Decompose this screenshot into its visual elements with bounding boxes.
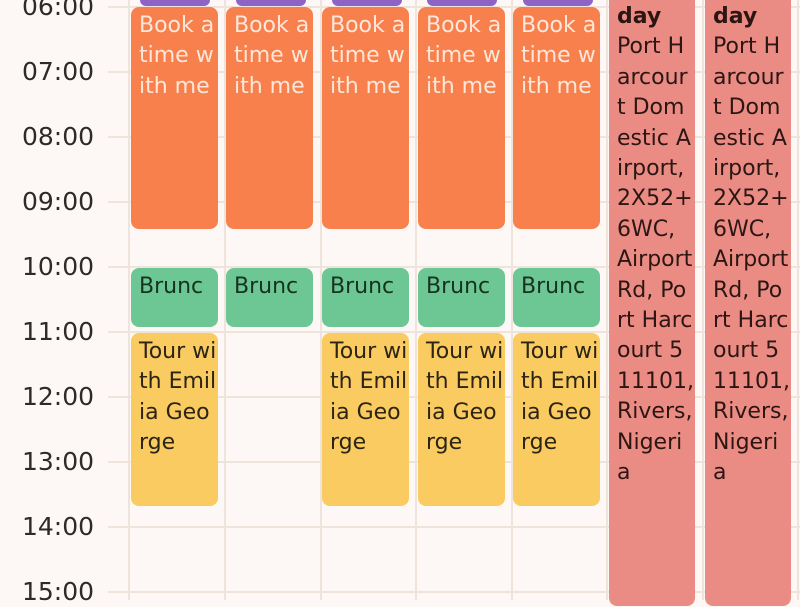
- day-column-divider: [128, 0, 130, 600]
- event-all-day-airport[interactable]: day Port Harcourt Domestic Airport, 2X52…: [705, 0, 791, 606]
- hour-gridline: [108, 331, 800, 333]
- time-label: 07:00: [21, 57, 94, 86]
- day-column-divider: [224, 0, 226, 600]
- event-all-day-airport[interactable]: day Port Harcourt Domestic Airport, 2X52…: [609, 0, 695, 606]
- time-label: 08:00: [21, 122, 94, 151]
- event-above-view[interactable]: [523, 0, 593, 6]
- day-column-divider: [320, 0, 322, 600]
- event-tour-emilia-george[interactable]: Tour with Emilia George: [513, 333, 600, 506]
- day-column-divider: [702, 0, 704, 600]
- event-tour-emilia-george[interactable]: Tour with Emilia George: [322, 333, 409, 506]
- event-book-a-time[interactable]: Book a time with me: [418, 7, 505, 229]
- time-label: 13:00: [21, 447, 94, 476]
- event-brunch[interactable]: Brunc: [418, 268, 505, 327]
- event-tour-emilia-george[interactable]: Tour with Emilia George: [418, 333, 505, 506]
- hour-gridline: [108, 591, 800, 593]
- event-above-view[interactable]: [140, 0, 210, 6]
- event-book-a-time[interactable]: Book a time with me: [131, 7, 218, 229]
- event-book-a-time[interactable]: Book a time with me: [513, 7, 600, 229]
- event-brunch[interactable]: Brunc: [322, 268, 409, 327]
- time-label: 09:00: [21, 187, 94, 216]
- time-label: 15:00: [21, 577, 94, 606]
- day-column-divider: [415, 0, 417, 600]
- time-label: 06:00: [21, 0, 94, 21]
- event-brunch[interactable]: Brunc: [513, 268, 600, 327]
- time-label: 12:00: [21, 382, 94, 411]
- event-above-view[interactable]: [332, 0, 402, 6]
- day-column-divider: [797, 0, 799, 600]
- day-column-divider: [511, 0, 513, 600]
- time-label: 14:00: [21, 512, 94, 541]
- event-above-view[interactable]: [427, 0, 497, 6]
- time-label: 10:00: [21, 252, 94, 281]
- hour-gridline: [108, 266, 800, 268]
- event-brunch[interactable]: Brunc: [226, 268, 313, 327]
- hour-gridline: [108, 526, 800, 528]
- day-column-divider: [606, 0, 608, 600]
- event-book-a-time[interactable]: Book a time with me: [322, 7, 409, 229]
- event-tour-emilia-george[interactable]: Tour with Emilia George: [131, 333, 218, 506]
- event-book-a-time[interactable]: Book a time with me: [226, 7, 313, 229]
- event-brunch[interactable]: Brunc: [131, 268, 218, 327]
- time-label: 11:00: [21, 317, 94, 346]
- event-above-view[interactable]: [236, 0, 306, 6]
